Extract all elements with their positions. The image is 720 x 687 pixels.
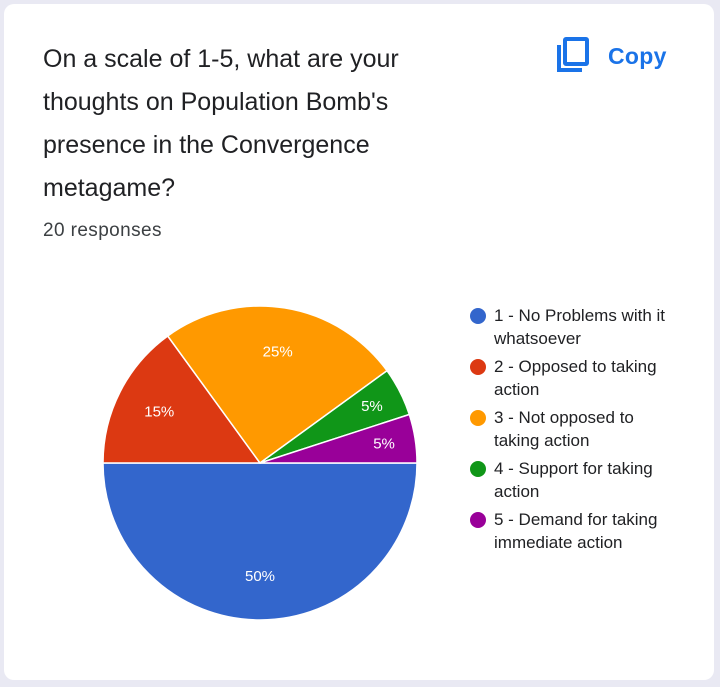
slice-percent-label: 5% bbox=[373, 435, 395, 452]
legend-color-dot bbox=[470, 512, 486, 528]
pie-slice bbox=[102, 334, 262, 464]
legend-item: 3 - Not opposed to taking action bbox=[470, 406, 680, 457]
legend-label: 2 - Opposed to taking action bbox=[494, 357, 657, 399]
copy-button[interactable]: Copy bbox=[554, 36, 667, 76]
slice-percent-label: 15% bbox=[144, 404, 174, 421]
legend-item: 5 - Demand for taking immediate action bbox=[470, 508, 680, 559]
legend-color-dot bbox=[470, 410, 486, 426]
copy-icon bbox=[557, 37, 589, 72]
question-card: On a scale of 1-5, what are your thought… bbox=[4, 4, 714, 680]
legend-label: 3 - Not opposed to taking action bbox=[494, 408, 634, 450]
question-title: On a scale of 1-5, what are your thought… bbox=[43, 45, 399, 202]
pie-chart: 50% 15% 25% 5% 5% bbox=[102, 305, 418, 621]
pie-slice bbox=[259, 413, 418, 464]
legend-item: 4 - Support for taking action bbox=[470, 457, 680, 508]
responses-count: 20 responses bbox=[43, 220, 162, 241]
legend-color-dot bbox=[470, 308, 486, 324]
copy-label: Copy bbox=[608, 42, 667, 69]
slice-percent-label: 25% bbox=[263, 343, 293, 360]
pie-slice bbox=[166, 305, 389, 465]
slice-percent-label: 50% bbox=[245, 568, 275, 585]
legend-item: 1 - No Problems with it whatsoever bbox=[470, 304, 680, 355]
legend-color-dot bbox=[470, 359, 486, 375]
legend-item: 2 - Opposed to taking action bbox=[470, 355, 680, 406]
legend-label: 4 - Support for taking action bbox=[494, 459, 653, 501]
chart-legend: 1 - No Problems with it whatsoever 2 - Op… bbox=[470, 304, 680, 559]
legend-label: 5 - Demand for taking immediate action bbox=[494, 510, 658, 552]
pie-slice bbox=[102, 462, 418, 621]
legend-color-dot bbox=[470, 461, 486, 477]
slice-percent-label: 5% bbox=[361, 398, 383, 415]
legend-label: 1 - No Problems with it whatsoever bbox=[494, 306, 665, 348]
